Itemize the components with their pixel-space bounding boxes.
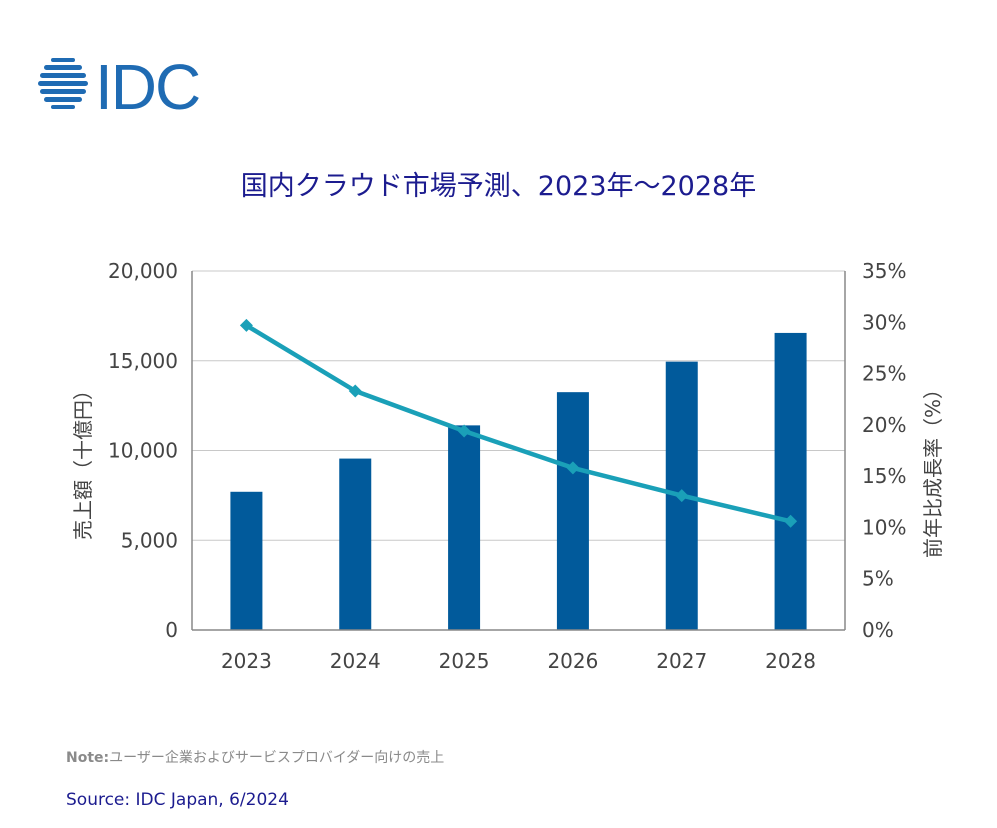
bar-series xyxy=(230,332,807,630)
note-text: ユーザー企業およびサービスプロバイダー向けの売上 xyxy=(109,750,445,766)
y-right-tick-label: 15% xyxy=(862,464,906,488)
x-tick-label: 2024 xyxy=(330,649,381,673)
chart-source: Source: IDC Japan, 6/2024 xyxy=(66,790,289,810)
bar xyxy=(230,491,263,630)
line-point xyxy=(348,384,362,398)
y-right-tick-label: 0% xyxy=(862,618,894,642)
x-tick-label: 2027 xyxy=(656,649,707,673)
y-right-tick-label: 30% xyxy=(862,310,906,334)
combo-chart: 0 5,000 10,000 15,000 20,000 0% 5% 10% 15% 20% 25%… xyxy=(71,259,945,673)
y-right-tick-label: 20% xyxy=(862,413,906,437)
y-right-tick-label: 5% xyxy=(862,567,894,591)
y-right-axis-label: 前年比成長率（%） xyxy=(921,379,945,558)
line-series xyxy=(239,318,798,528)
y-right-tick-label: 10% xyxy=(862,515,906,539)
idc-logo: IDC xyxy=(38,55,201,113)
line-point xyxy=(239,318,253,332)
x-tick-label: 2025 xyxy=(439,649,490,673)
x-tick-label: 2023 xyxy=(221,649,272,673)
x-tick-label: 2028 xyxy=(765,649,816,673)
tick-labels: 0 5,000 10,000 15,000 20,000 0% 5% 10% 15% 20% 25%… xyxy=(108,259,906,673)
y-right-tick-label: 35% xyxy=(862,259,906,283)
bar xyxy=(774,332,807,630)
note-label: Note: xyxy=(66,750,110,766)
growth-rate-line xyxy=(245,323,792,524)
line-point xyxy=(566,461,580,475)
y-left-tick-label: 0 xyxy=(165,618,178,642)
y-left-axis-label: 売上額（十億円） xyxy=(71,380,95,540)
x-tick-label: 2026 xyxy=(547,649,598,673)
bar xyxy=(556,392,589,630)
y-left-tick-label: 5,000 xyxy=(121,528,178,552)
y-left-tick-label: 10,000 xyxy=(108,439,178,463)
bar xyxy=(339,458,372,630)
bar xyxy=(448,425,481,630)
line-point xyxy=(675,489,689,503)
y-right-tick-label: 25% xyxy=(862,362,906,386)
line-point xyxy=(784,514,798,528)
gridlines xyxy=(192,270,845,541)
y-left-tick-label: 15,000 xyxy=(108,349,178,373)
logo-text: IDC xyxy=(95,55,199,113)
chart-title: 国内クラウド市場予測、2023年～2028年 xyxy=(240,171,757,202)
line-point xyxy=(457,424,471,438)
y-left-tick-label: 20,000 xyxy=(108,259,178,283)
axes xyxy=(191,271,846,631)
chart-note: Note:ユーザー企業およびサービスプロバイダー向けの売上 xyxy=(66,747,444,767)
globe-stripes-icon xyxy=(38,58,88,109)
